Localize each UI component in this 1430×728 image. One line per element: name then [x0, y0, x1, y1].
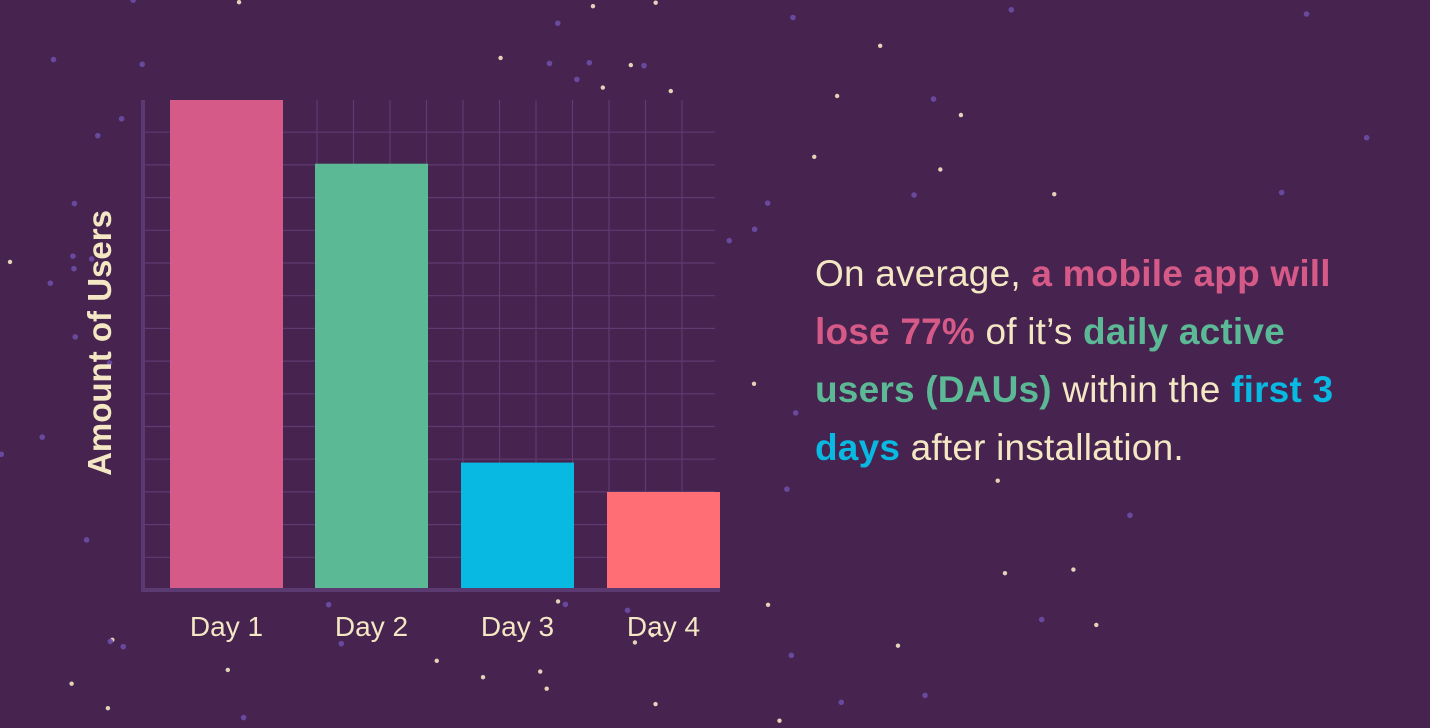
star-dot [586, 59, 593, 66]
star-dot [958, 112, 964, 118]
star-dot [236, 0, 242, 5]
star-dot [1008, 6, 1015, 13]
star-dot [554, 20, 561, 27]
star-dot [574, 76, 580, 83]
star-dot [653, 701, 658, 707]
star-dot [107, 638, 114, 645]
star-dot [751, 226, 758, 233]
star-dot [911, 192, 917, 198]
star-dot [555, 599, 561, 604]
star-dot [88, 256, 95, 262]
star-dot [784, 486, 790, 492]
star-dot [726, 237, 733, 244]
star-dot [1278, 189, 1285, 196]
star-dot [118, 115, 125, 122]
star-dot [130, 0, 136, 3]
caption-segment: of it’s [974, 311, 1084, 352]
star-dot [1094, 622, 1099, 628]
caption-segment: On average, [815, 253, 1032, 294]
star-dot [0, 451, 5, 458]
star-dot [632, 640, 638, 645]
star-dot [641, 62, 647, 69]
star-dot [225, 667, 231, 673]
caption-text: On average, a mobile app will lose 77% o… [815, 245, 1395, 477]
star-dot [877, 43, 883, 49]
caption-highlight: daily active users (DAUs) [815, 311, 1285, 410]
star-dot [106, 360, 113, 366]
x-tick-label: Day 1 [190, 611, 263, 642]
star-dot [1038, 616, 1045, 623]
star-dot [1363, 134, 1370, 141]
star-dot [39, 434, 45, 440]
bar-day-2 [315, 163, 428, 590]
star-dot [922, 692, 928, 699]
star-dot [50, 56, 57, 63]
bar-day-1 [170, 100, 283, 590]
star-dot [1071, 567, 1076, 572]
chart-axes [141, 100, 720, 592]
star-dot [995, 478, 1000, 483]
star-dot [434, 658, 439, 663]
caption-segment: after installation. [900, 427, 1184, 468]
star-dot [938, 167, 943, 172]
star-dot [765, 602, 771, 607]
star-dot [895, 643, 901, 648]
star-dot [71, 200, 78, 207]
chart-bars [170, 100, 720, 590]
star-dot [790, 14, 796, 21]
star-dot [94, 132, 101, 139]
star-dot [83, 537, 90, 543]
star-dot [834, 93, 840, 99]
bar-day-4 [607, 492, 720, 590]
star-dot [546, 60, 553, 67]
star-dot [538, 669, 543, 674]
star-dot [120, 643, 127, 650]
star-dot [1002, 570, 1008, 576]
star-dot [590, 3, 596, 9]
star-dot [751, 381, 757, 386]
star-dot [812, 154, 817, 160]
star-dot [69, 681, 74, 686]
caption-highlight: a mobile app will lose 77% [815, 253, 1331, 352]
star-dot [624, 607, 631, 614]
star-dot [653, 0, 658, 5]
star-dot [480, 675, 486, 680]
star-dot [544, 686, 549, 691]
star-dot [1127, 512, 1133, 519]
star-dot [7, 259, 13, 265]
star-dot [930, 96, 937, 102]
x-tick-label: Day 3 [481, 611, 554, 642]
caption-highlight: first 3 days [815, 369, 1334, 468]
caption-segment: within the [1051, 369, 1232, 410]
star-dot [71, 265, 77, 272]
star-dot [325, 601, 332, 608]
star-dot [788, 652, 795, 659]
star-dot [338, 640, 345, 647]
star-dot [1052, 191, 1057, 197]
x-tick-label: Day 2 [335, 611, 408, 642]
star-dot [498, 55, 503, 61]
star-dot [600, 85, 606, 90]
star-dot [47, 280, 54, 286]
x-tick-labels: Day 1 Day 2 Day 3 Day 4 [190, 611, 700, 642]
star-dot [838, 699, 845, 706]
star-dot [562, 601, 569, 608]
star-dot [792, 410, 799, 416]
star-dot [1303, 11, 1310, 17]
star-dot [105, 705, 111, 711]
y-axis-label: Amount of Users [81, 210, 118, 476]
star-dot [777, 718, 782, 723]
x-tick-label: Day 4 [627, 611, 700, 642]
star-dot [139, 61, 145, 68]
star-dot [70, 253, 76, 259]
star-dot [764, 200, 771, 206]
star-dot [668, 88, 673, 94]
bar-day-3 [461, 462, 574, 590]
star-dot [650, 632, 655, 638]
star-dot [240, 714, 247, 721]
star-dot [628, 62, 634, 68]
star-dot [72, 334, 79, 340]
